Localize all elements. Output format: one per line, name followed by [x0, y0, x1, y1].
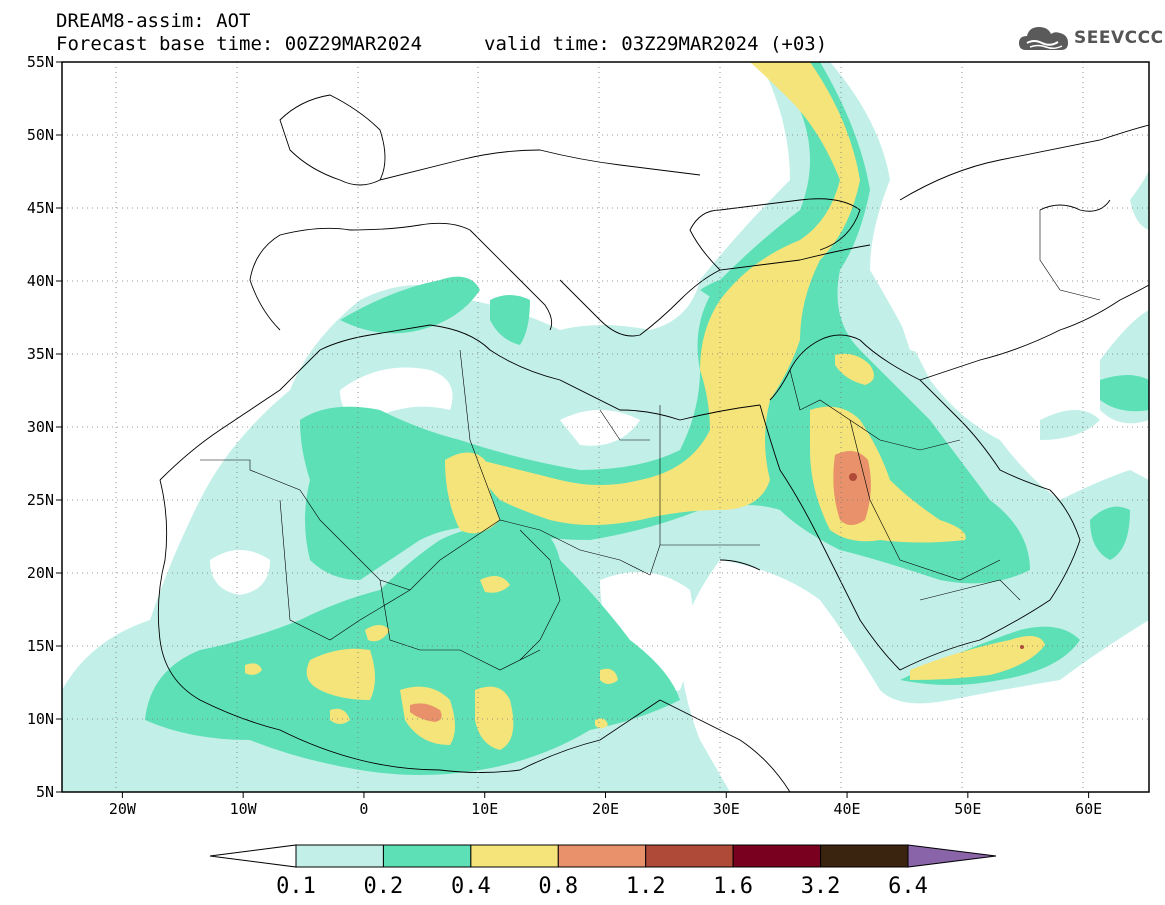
- colorbar-label: 0.1: [276, 874, 316, 899]
- colorbar-label: 1.2: [626, 874, 666, 899]
- lon-tick-label: 20W: [109, 800, 137, 818]
- logo-text: SEEVCCC: [1074, 28, 1164, 48]
- colorbar-label: 6.4: [888, 874, 928, 899]
- lon-tick-label: 0: [359, 800, 368, 818]
- colorbar-under-arrow: [209, 844, 297, 868]
- colorbar-label: 0.4: [451, 874, 491, 899]
- longitude-axis: 20W 10W 0 10E 20E 30E 40E 50E 60E: [109, 792, 1102, 818]
- lat-tick-label: 30N: [27, 418, 54, 436]
- lat-tick-label: 20N: [27, 564, 54, 582]
- lat-tick-label: 50N: [27, 126, 54, 144]
- lat-tick-label: 25N: [27, 491, 54, 509]
- forecast-times: Forecast base time: 00Z29MAR2024 valid ti…: [56, 33, 827, 55]
- colorbar-label: 1.6: [713, 874, 753, 899]
- lon-tick-label: 10E: [471, 800, 498, 818]
- lon-tick-label: 20E: [592, 800, 619, 818]
- colorbar-segment: [645, 844, 734, 868]
- colorbar-segment: [295, 844, 384, 868]
- colorbar: 0.1 0.2 0.4 0.8 1.2 1.6 3.2 6.4: [209, 844, 997, 899]
- lon-tick-label: 30E: [713, 800, 740, 818]
- colorbar-over-arrow: [907, 844, 997, 868]
- coastlines: [157, 94, 1149, 792]
- lat-tick-label: 45N: [27, 199, 54, 217]
- colorbar-segment: [470, 844, 559, 868]
- colorbar-label: 0.8: [538, 874, 578, 899]
- map-area: [62, 62, 1149, 792]
- colorbar-segment: [820, 844, 909, 868]
- colorbar-label: 0.2: [364, 874, 404, 899]
- lat-tick-label: 55N: [27, 53, 54, 71]
- latitude-axis: 55N 50N 45N 40N 35N 30N 25N 20N 15N 10N 5N: [27, 53, 62, 801]
- valid-time: valid time: 03Z29MAR2024 (+03): [484, 33, 828, 55]
- lon-tick-label: 10W: [230, 800, 258, 818]
- colorbar-segment: [557, 844, 647, 868]
- lat-tick-label: 40N: [27, 272, 54, 290]
- map-title: DREAM8-assim: AOT: [56, 10, 251, 32]
- colorbar-segment: [382, 844, 472, 868]
- country-borders: [200, 210, 1101, 671]
- lat-tick-label: 15N: [27, 637, 54, 655]
- lat-tick-label: 5N: [36, 783, 54, 801]
- colorbar-segment: [732, 844, 822, 868]
- cloud-icon: [1019, 27, 1068, 50]
- lon-tick-label: 40E: [834, 800, 861, 818]
- aot-contour-0.8: [410, 451, 871, 722]
- lon-tick-label: 50E: [954, 800, 981, 818]
- seevccc-logo: SEEVCCC: [1018, 22, 1164, 54]
- gridlines: [62, 62, 1149, 792]
- lon-tick-label: 60E: [1075, 800, 1102, 818]
- lat-tick-label: 10N: [27, 710, 54, 728]
- colorbar-label: 3.2: [801, 874, 841, 899]
- base-time: Forecast base time: 00Z29MAR2024: [56, 33, 423, 55]
- lat-tick-label: 35N: [27, 345, 54, 363]
